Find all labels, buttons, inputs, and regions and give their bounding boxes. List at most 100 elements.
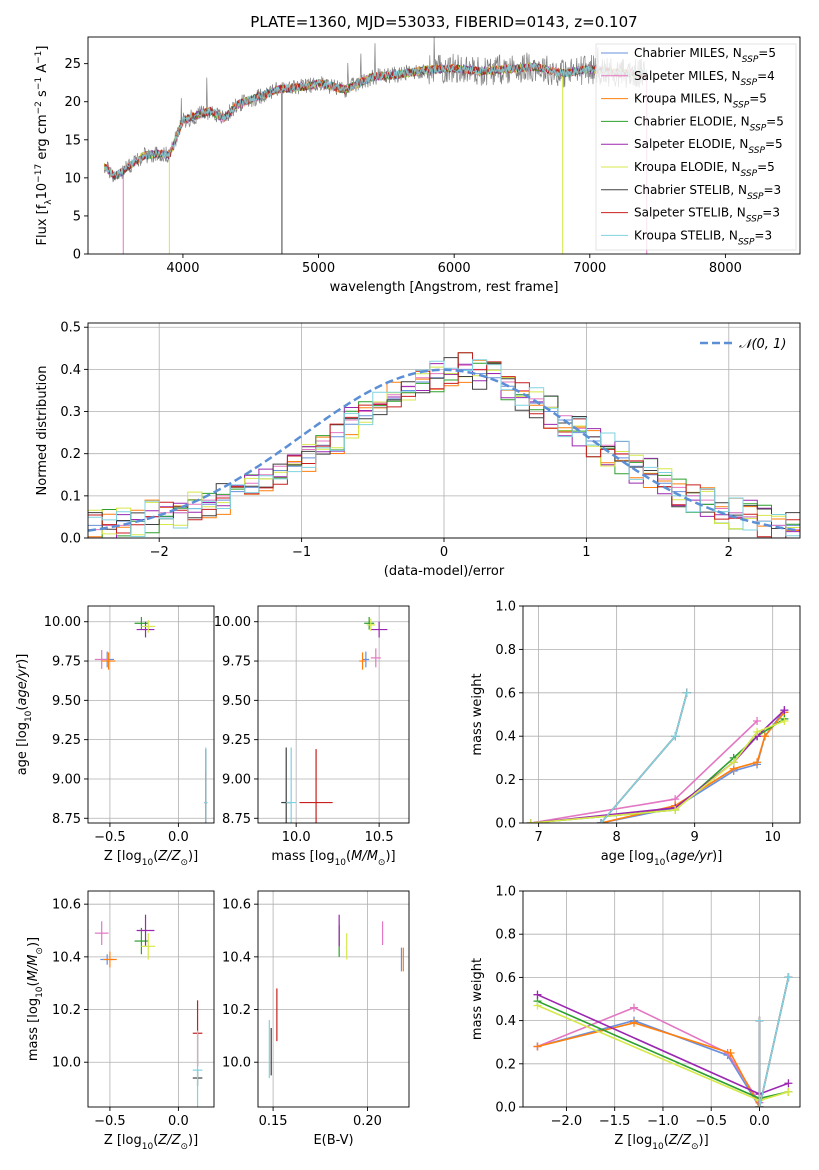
x-tick-label: 10.0 — [282, 830, 311, 845]
y-tick-label: 0.2 — [60, 447, 81, 462]
y-tick-label: 10.4 — [222, 950, 251, 965]
y-tick-label: 9.50 — [52, 694, 81, 709]
x-tick-label: 8 — [612, 830, 620, 845]
x-tick-label: 0.20 — [353, 1114, 382, 1129]
panel-3: −0.5 0.0 8.75 9.00 9.25 9.50 9.75 10.00 Z [log10… — [15, 605, 215, 868]
x-tick-label: 0 — [440, 545, 448, 560]
x-tick-label: 0.0 — [168, 1114, 189, 1129]
y-tick-label: 10.6 — [222, 898, 251, 913]
plot-area — [281, 617, 388, 823]
legend: 𝒩(0, 1) — [700, 337, 786, 352]
plot-area — [88, 352, 800, 538]
x-axis-label: Z [log10(Z/Z⊙)] — [104, 849, 198, 868]
y-tick-label: 10 — [64, 171, 81, 186]
y-tick-label: 9.00 — [52, 772, 81, 787]
plot-area — [533, 973, 793, 1107]
x-tick-label: 2 — [725, 545, 733, 560]
y-tick-label: 0.0 — [495, 1101, 516, 1116]
weight-point-marker — [784, 973, 793, 982]
weight-point-marker — [755, 1103, 764, 1107]
x-tick-label: −1 — [292, 545, 311, 560]
y-tick-label: 0.0 — [495, 817, 516, 832]
y-tick-label: 0.1 — [60, 489, 81, 504]
axes-frame — [257, 605, 410, 824]
y-axis-label: Flux [fλ10−17 erg cm−2 s−1 A−1] — [34, 46, 54, 246]
weight-point-marker — [533, 1042, 542, 1051]
y-tick-label: 15 — [64, 133, 81, 148]
x-axis-label: wavelength [Angstrom, rest frame] — [330, 280, 559, 295]
x-tick-label: −0.5 — [695, 1114, 727, 1129]
legend-label: Chabrier STELIB, NSSP=3 — [634, 183, 781, 202]
y-tick-label: 0.3 — [60, 405, 81, 420]
x-tick-label: 10 — [764, 830, 781, 845]
y-tick-label: 9.25 — [52, 733, 81, 748]
weight-point-marker — [682, 688, 691, 697]
x-tick-label: 7 — [534, 830, 542, 845]
x-axis-label: mass [log10(M/M⊙)] — [271, 849, 395, 868]
y-axis-label: age [log10(age/yr)] — [15, 654, 34, 776]
weight-point-marker — [784, 1087, 793, 1096]
y-tick-label: 0.4 — [495, 730, 516, 745]
y-tick-label: 20 — [64, 95, 81, 110]
y-tick-label: 9.25 — [222, 733, 251, 748]
weight-series-line — [537, 1021, 761, 1107]
normal-curve-line — [88, 368, 800, 532]
model-spectrum-line — [103, 61, 648, 179]
y-axis-label: mass weight — [470, 958, 485, 1040]
weight-point-marker — [726, 1049, 735, 1057]
y-tick-label: 0.2 — [495, 1057, 516, 1072]
y-axis-label: mass [log10(M/M⊙)] — [26, 937, 45, 1061]
weight-point-marker — [629, 1018, 638, 1027]
y-tick-label: 9.75 — [222, 655, 251, 670]
y-tick-label: 8.75 — [222, 812, 251, 827]
axes-frame — [522, 605, 801, 824]
weight-point-marker — [753, 727, 762, 736]
legend-label: Salpeter STELIB, NSSP=3 — [634, 206, 780, 225]
y-axis-label: mass weight — [470, 673, 485, 755]
x-axis-label: Z [log10(Z/Z⊙)] — [614, 1133, 708, 1152]
y-tick-label: 10.0 — [222, 1056, 251, 1071]
y-tick-label: 0.6 — [495, 971, 516, 986]
y-tick-label: 0.8 — [495, 643, 516, 658]
x-tick-label: −1.0 — [647, 1114, 679, 1129]
y-tick-label: 0.4 — [495, 1014, 516, 1029]
x-tick-label: 4000 — [166, 261, 199, 276]
model-spectrum-line — [104, 62, 648, 180]
plot-area — [94, 617, 208, 823]
x-tick-label: 5000 — [302, 261, 335, 276]
axes-frame — [87, 605, 215, 824]
x-tick-label: −0.5 — [94, 1114, 126, 1129]
y-tick-label: 0.8 — [495, 928, 516, 943]
legend-label: Kroupa STELIB, NSSP=3 — [634, 228, 772, 247]
x-tick-label: 6000 — [438, 261, 471, 276]
y-tick-label: 0.0 — [60, 532, 81, 547]
axes-frame — [257, 890, 410, 1108]
y-tick-label: 25 — [64, 57, 81, 72]
y-tick-label: 0.2 — [495, 773, 516, 788]
weight-point-marker — [597, 819, 606, 823]
x-tick-label: 7000 — [573, 261, 606, 276]
legend-label: 𝒩(0, 1) — [739, 337, 786, 352]
y-axis-label: Normed distribution — [35, 366, 50, 496]
panel-7: 0.15 0.20 10.0 10.2 10.4 10.6 E(B-V) — [222, 890, 410, 1148]
x-tick-label: 8000 — [709, 261, 742, 276]
plot-area — [103, 37, 648, 254]
panel-2: −2 −1 0 1 2 0.0 0.1 0.2 0.3 0.4 0.5 (data-model)/er… — [35, 321, 801, 579]
histogram-series — [88, 352, 800, 538]
weight-point-marker — [760, 732, 769, 741]
x-tick-label: −0.5 — [94, 830, 126, 845]
x-tick-label: 1 — [582, 545, 590, 560]
y-tick-label: 9.75 — [52, 655, 81, 670]
x-tick-label: 9 — [691, 830, 699, 845]
x-tick-label: −2.0 — [551, 1114, 583, 1129]
y-tick-label: 0.5 — [60, 321, 81, 336]
legend-label: Kroupa ELODIE, NSSP=5 — [634, 160, 775, 179]
plot-area — [268, 914, 404, 1079]
weight-point-marker — [753, 717, 762, 726]
legend-label: Salpeter MILES, NSSP=4 — [634, 69, 775, 88]
x-tick-label: −2 — [150, 545, 169, 560]
panel-8: −2.0 −1.5 −1.0 −0.5 0.0 0.0 0.2 0.4 0.6 0.8 1.0 mas… — [470, 885, 801, 1152]
weight-point-marker — [784, 1079, 793, 1088]
x-axis-label: Z [log10(Z/Z⊙)] — [104, 1133, 198, 1152]
y-tick-label: 0.4 — [60, 363, 81, 378]
